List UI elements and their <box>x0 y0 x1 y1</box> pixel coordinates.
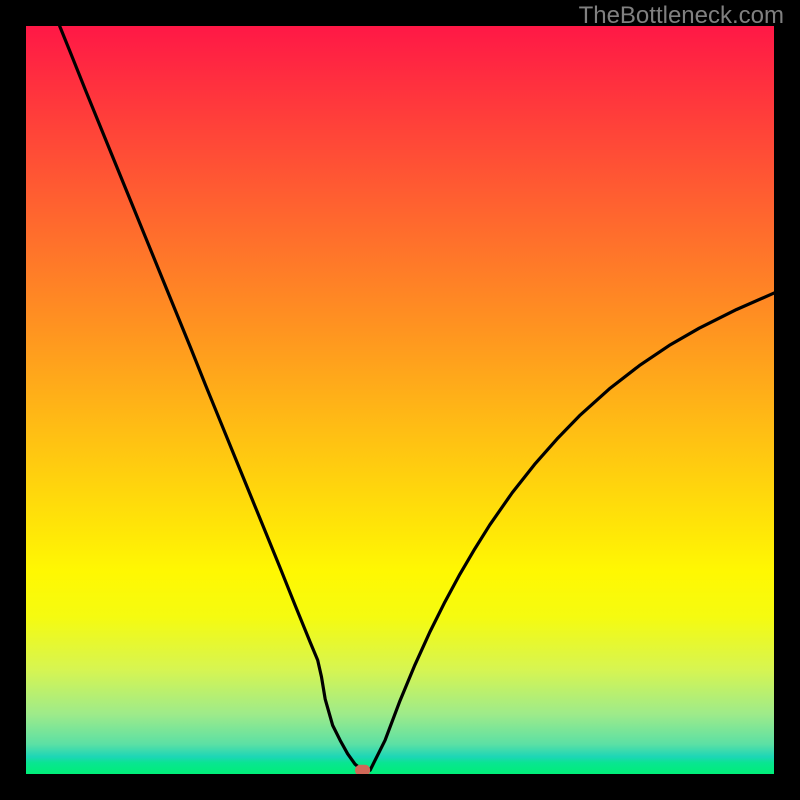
gradient-background <box>26 26 774 774</box>
chart-svg <box>26 26 774 774</box>
watermark-text: TheBottleneck.com <box>579 2 784 30</box>
plot-area <box>26 26 774 774</box>
optimal-point-marker <box>355 765 370 774</box>
